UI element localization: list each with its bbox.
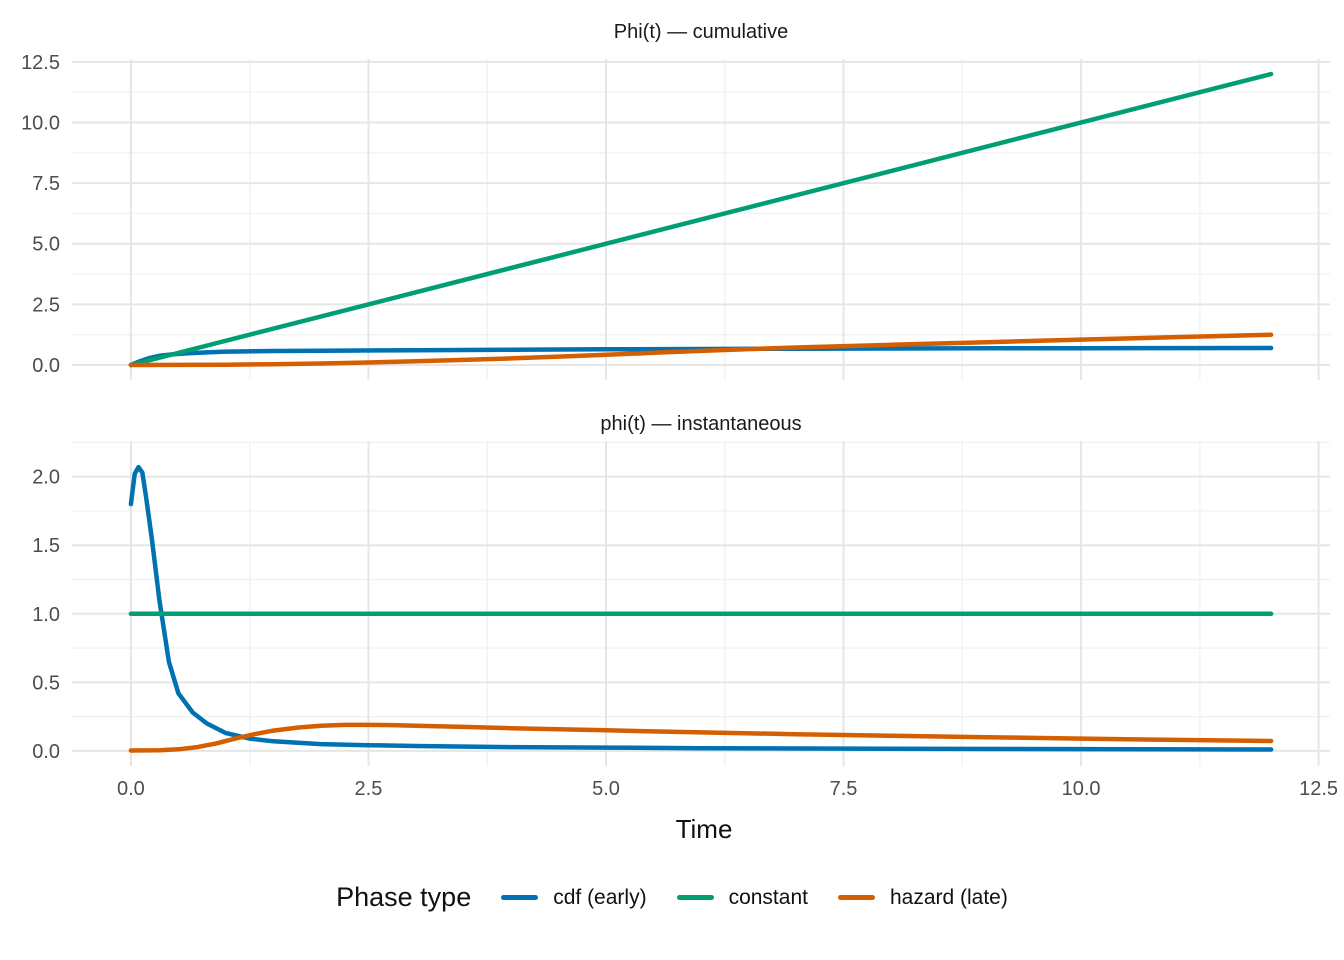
legend-key-line-constant (676, 895, 714, 900)
y-tick-label: 2.5 (32, 294, 60, 316)
facet-panel-1: 0.0 0.5 1.0 1.5 2.0 phi(t) — instantaneous (32, 413, 1330, 766)
series-line-hazard-late (128, 722, 1274, 753)
legend-key-line-cdf-early (501, 895, 539, 900)
facet-panel-0: 0.0 2.5 5.0 7.5 10.0 12.5 Phi(t) — cumulative (21, 21, 1330, 380)
y-tick-label: 1.0 (32, 604, 60, 626)
y-tick-label: 0.0 (32, 355, 60, 377)
legend: Phase type cdf (early) constant hazard (… (0, 882, 1344, 913)
y-tick-label: 2.0 (32, 467, 60, 489)
series-line-hazard-late (128, 332, 1274, 368)
facet-strip-title: Phi(t) — cumulative (614, 21, 789, 43)
y-tick-label: 10.0 (21, 113, 60, 135)
x-tick-label: 7.5 (830, 778, 858, 800)
y-tick-label: 12.5 (21, 52, 60, 74)
y-tick-label: 5.0 (32, 234, 60, 256)
y-tick-label: 1.5 (32, 535, 60, 557)
legend-item-cdf-early: cdf (early) (501, 885, 647, 910)
y-tick-label: 0.0 (32, 741, 60, 763)
series-line-cdf-early (128, 464, 1274, 752)
y-tick-label: 7.5 (32, 173, 60, 195)
x-axis: 0.0 2.5 5.0 7.5 10.0 12.5 Time (117, 778, 1338, 844)
x-tick-label: 0.0 (117, 778, 145, 800)
legend-label-hazard-late: hazard (late) (889, 885, 1008, 909)
x-axis-title: Time (676, 814, 733, 844)
legend-label-cdf-early: cdf (early) (553, 885, 647, 909)
legend-label-constant: constant (728, 885, 808, 909)
x-tick-label: 10.0 (1062, 778, 1101, 800)
series-line-constant (128, 71, 1274, 368)
y-tick-label: 0.5 (32, 672, 60, 694)
x-tick-label: 5.0 (592, 778, 620, 800)
legend-title: Phase type (336, 882, 472, 912)
x-tick-label: 2.5 (355, 778, 383, 800)
facet-strip-title: phi(t) — instantaneous (600, 413, 801, 435)
x-tick-label: 12.5 (1299, 778, 1338, 800)
legend-key-line-hazard-late (837, 895, 875, 900)
legend-item-constant: constant (676, 885, 808, 910)
legend-item-hazard-late: hazard (late) (837, 885, 1008, 910)
